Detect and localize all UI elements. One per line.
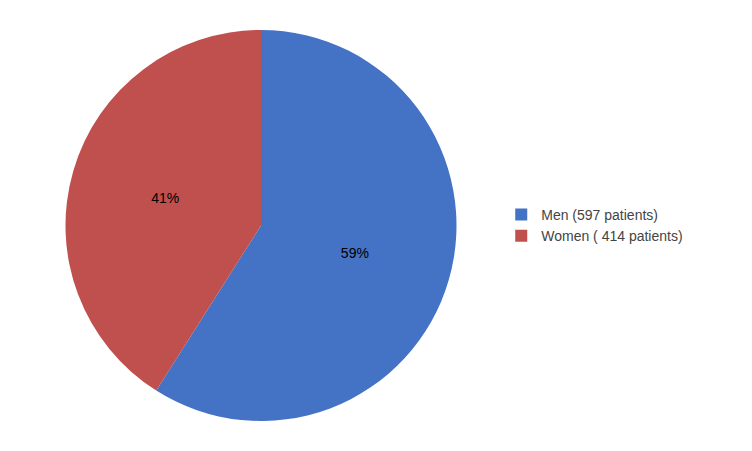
svg-text:Men (597 patients): Men (597 patients) [541,207,658,223]
svg-text:59%: 59% [341,245,369,261]
svg-text:Women ( 414 patients): Women ( 414 patients) [541,228,682,244]
svg-text:41%: 41% [151,190,179,206]
